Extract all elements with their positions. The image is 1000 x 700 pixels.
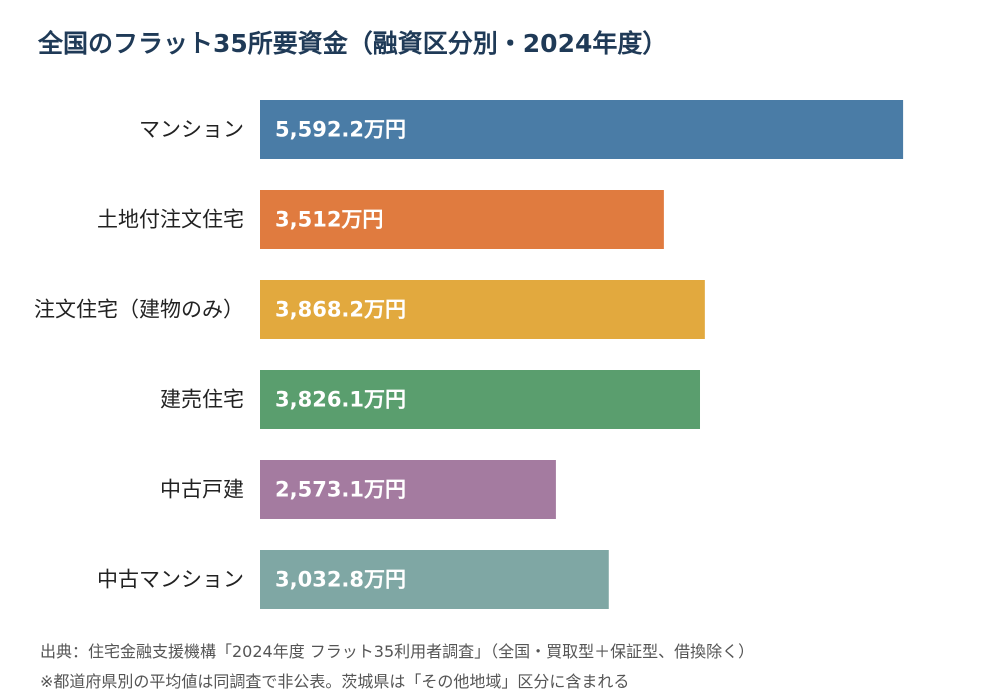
value-label-0: 5,592.2万円 bbox=[275, 118, 406, 142]
category-label-0: マンション bbox=[139, 118, 244, 142]
value-label-1: 3,512万円 bbox=[275, 208, 383, 232]
value-label-3: 3,826.1万円 bbox=[275, 388, 406, 412]
category-label-3: 建売住宅 bbox=[160, 388, 244, 412]
value-label-5: 3,032.8万円 bbox=[275, 568, 406, 592]
category-label-5: 中古マンション bbox=[97, 568, 244, 592]
category-label-1: 土地付注文住宅 bbox=[97, 208, 244, 232]
source-citation: 出典：住宅金融支援機構「2024年度 フラット35利用者調査」（全国・買取型＋保… bbox=[40, 642, 755, 661]
bar-2 bbox=[260, 280, 705, 339]
bar-3 bbox=[260, 370, 701, 429]
category-label-4: 中古戸建 bbox=[160, 478, 244, 502]
chart-title: 全国のフラット35所要資金（融資区分別・2024年度） bbox=[38, 29, 668, 58]
bar-0 bbox=[260, 100, 904, 159]
category-label-2: 注文住宅（建物のみ） bbox=[34, 298, 244, 322]
bar-5 bbox=[260, 550, 609, 609]
footnote: ※都道府県別の平均値は同調査で非公表。茨城県は「その他地域」区分に含まれる bbox=[40, 672, 630, 691]
bar-1 bbox=[260, 190, 664, 249]
value-label-2: 3,868.2万円 bbox=[275, 298, 406, 322]
value-label-4: 2,573.1万円 bbox=[275, 478, 406, 502]
bar-4 bbox=[260, 460, 556, 519]
